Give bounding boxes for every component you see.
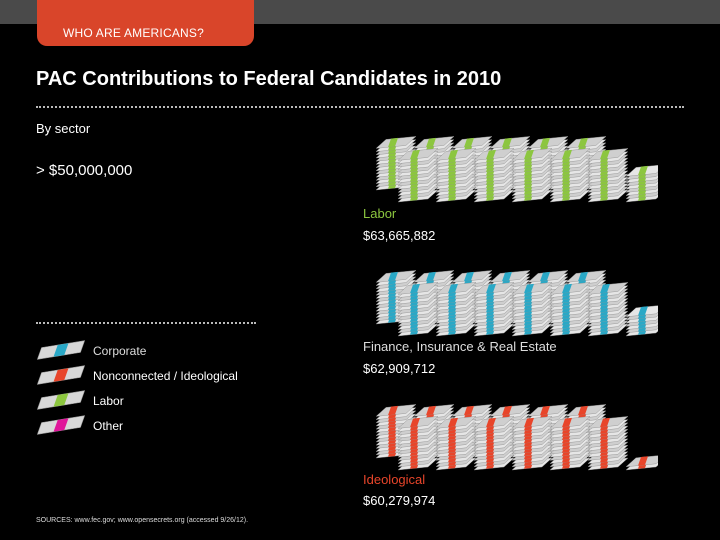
money-bundle xyxy=(435,148,477,203)
money-bundle xyxy=(511,282,553,337)
money-bundle-partial xyxy=(625,305,658,337)
section-tab-label: WHO ARE AMERICANS? xyxy=(63,26,204,40)
money-bundle xyxy=(473,282,515,337)
money-band xyxy=(53,393,69,407)
money-bundle-partial xyxy=(625,455,658,471)
money-bill xyxy=(36,390,86,410)
legend-divider xyxy=(36,322,256,324)
money-stack-ideological xyxy=(375,404,658,471)
money-stack-finance xyxy=(375,270,658,337)
money-bundle-partial xyxy=(625,164,658,203)
money-bill xyxy=(36,365,86,385)
money-icon-other xyxy=(36,415,86,435)
sector-label-labor: Labor xyxy=(363,206,397,221)
section-tab: WHO ARE AMERICANS? xyxy=(37,0,254,46)
money-icon-ideological xyxy=(36,365,86,385)
source-note: SOURCES: www.fec.gov; www.opensecrets.or… xyxy=(36,517,249,524)
legend-label-corporate: Corporate xyxy=(93,344,147,358)
money-bundle xyxy=(549,148,591,203)
money-bundle xyxy=(587,416,629,471)
money-bundle xyxy=(473,148,515,203)
money-bundle xyxy=(435,282,477,337)
money-band xyxy=(53,368,69,382)
money-stack-labor xyxy=(375,136,658,203)
money-bundle xyxy=(511,416,553,471)
sector-value-labor: $63,665,882 xyxy=(363,228,436,243)
money-bundle xyxy=(587,282,629,337)
money-icon-corporate xyxy=(36,340,86,360)
money-band xyxy=(53,418,69,432)
money-bundle xyxy=(397,416,439,471)
sector-label-finance: Finance, Insurance & Real Estate xyxy=(363,339,557,354)
title-divider xyxy=(36,106,684,108)
chart-title: PAC Contributions to Federal Candidates … xyxy=(36,68,502,90)
sector-label-ideological: Ideological xyxy=(363,472,426,487)
legend-label-ideological: Nonconnected / Ideological xyxy=(93,369,238,383)
sector-value-ideological: $60,279,974 xyxy=(363,493,436,508)
money-bundle xyxy=(587,148,629,203)
money-bundle xyxy=(435,416,477,471)
money-band xyxy=(53,343,69,357)
money-icon-labor xyxy=(36,390,86,410)
legend-label-other: Other xyxy=(93,419,124,433)
money-bundle xyxy=(549,416,591,471)
money-bundle xyxy=(511,148,553,203)
money-bill xyxy=(36,415,86,435)
money-bundle xyxy=(397,148,439,203)
threshold-label: > $50,000,000 xyxy=(36,162,133,179)
money-bundle xyxy=(473,416,515,471)
legend-label-labor: Labor xyxy=(93,394,124,408)
money-bundle xyxy=(397,282,439,337)
money-bundle xyxy=(549,282,591,337)
chart-subtitle: By sector xyxy=(36,121,91,136)
money-bundle xyxy=(375,136,417,191)
money-bill xyxy=(36,340,86,360)
sector-value-finance: $62,909,712 xyxy=(363,361,436,376)
